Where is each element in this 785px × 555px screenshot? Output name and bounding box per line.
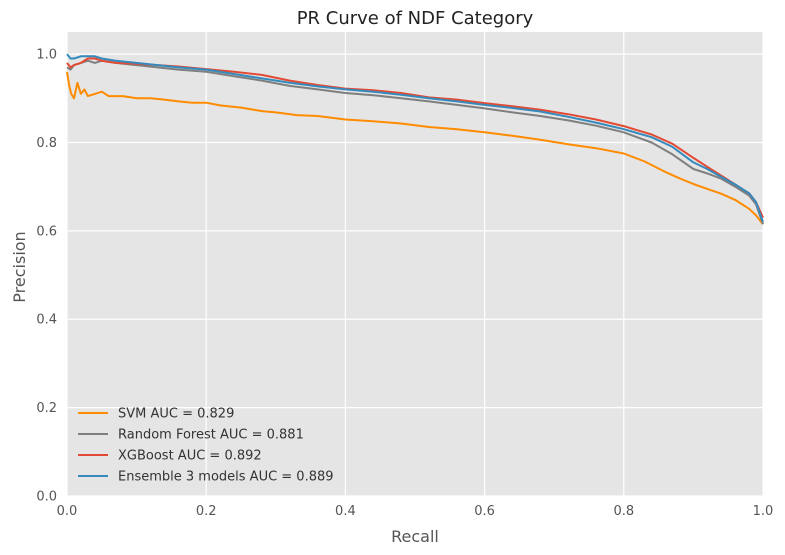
x-tick-label: 1.0 — [753, 504, 774, 519]
legend-label-1: Random Forest AUC = 0.881 — [118, 428, 304, 443]
x-tick-label: 0.4 — [335, 504, 356, 519]
y-tick-label: 0.4 — [36, 313, 57, 328]
series-lines — [66, 53, 764, 225]
y-tick-label: 0.2 — [36, 401, 57, 416]
chart-title: PR Curve of NDF Category — [297, 8, 534, 29]
y-tick-label: 0.0 — [36, 490, 57, 505]
x-tick-label: 0.8 — [613, 504, 634, 519]
grid-lines — [66, 32, 764, 497]
x-tick-label: 0.6 — [474, 504, 495, 519]
legend-label-3: Ensemble 3 models AUC = 0.889 — [118, 470, 334, 485]
y-tick-label: 1.0 — [36, 48, 57, 63]
series-line-2 — [66, 57, 764, 219]
series-line-3 — [66, 53, 764, 223]
y-axis-label: Precision — [10, 231, 29, 302]
tick-labels: 0.0 0.2 0.4 0.6 0.8 1.0 0.0 0.2 0.4 0.6 0.8 1.0 — [36, 48, 773, 519]
plot-area — [67, 32, 763, 496]
legend-label-0: SVM AUC = 0.829 — [118, 407, 234, 422]
series-line-0 — [66, 71, 764, 225]
x-tick-label: 0.0 — [57, 504, 78, 519]
y-tick-label: 0.6 — [36, 224, 57, 239]
x-tick-label: 0.2 — [196, 504, 217, 519]
legend: SVM AUC = 0.829 Random Forest AUC = 0.881… — [78, 407, 334, 485]
x-axis-label: Recall — [391, 527, 439, 546]
legend-label-2: XGBoost AUC = 0.892 — [118, 449, 262, 464]
y-tick-label: 0.8 — [36, 136, 57, 151]
